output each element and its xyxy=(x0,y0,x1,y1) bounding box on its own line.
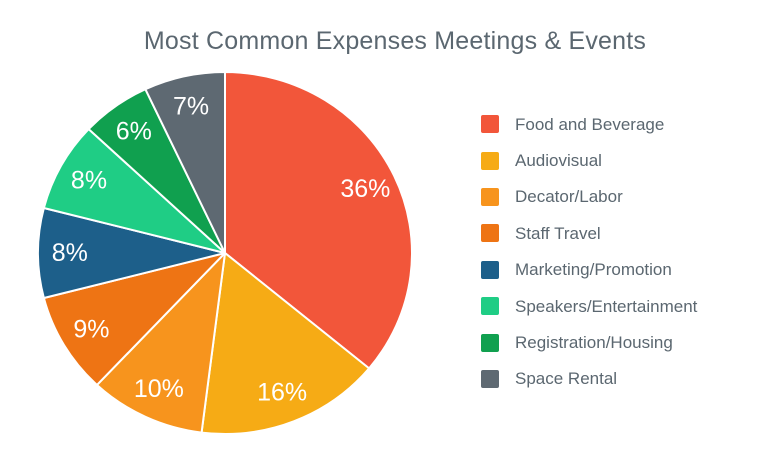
legend-swatch xyxy=(481,333,499,352)
pie-slice-audiovisual xyxy=(200,252,371,435)
chart-title: Most Common Expenses Meetings & Events xyxy=(143,27,647,55)
pie-chart: 36% 16% 10% 9% 8% 8% 6% 7% xyxy=(37,71,413,435)
legend-label: Decator/Labor xyxy=(515,187,623,207)
legend-label: Marketing/Promotion xyxy=(515,260,672,280)
pie-slice-label: 8% xyxy=(52,239,88,267)
legend-item-marketing-promotion: Marketing/Promotion xyxy=(481,252,697,288)
legend-swatch xyxy=(481,115,499,134)
legend-swatch xyxy=(481,187,499,206)
legend-swatch xyxy=(481,369,499,388)
legend-item-space-rental: Space Rental xyxy=(481,361,697,397)
legend-label: Space Rental xyxy=(515,369,618,389)
pie-slice-label: 9% xyxy=(73,316,109,344)
pie-slice-speakers-entertainment xyxy=(42,128,226,254)
legend-label: Food and Beverage xyxy=(515,114,665,134)
legend-label: Registration/Housing xyxy=(515,333,673,353)
legend-label: Speakers/Entertainment xyxy=(515,296,698,316)
legend-item-audiovisual: Audiovisual xyxy=(481,142,697,178)
legend-item-speakers-entertainment: Speakers/Entertainment xyxy=(481,288,697,324)
pie-slice-label: 8% xyxy=(71,167,107,195)
legend: Food and Beverage Audiovisual Decator/Labo… xyxy=(481,106,697,397)
legend-label: Staff Travel xyxy=(515,223,601,243)
legend-label: Audiovisual xyxy=(515,151,602,171)
legend-swatch xyxy=(481,151,499,170)
legend-item-decator-labor: Decator/Labor xyxy=(481,179,697,215)
pie-slice-food-and-beverage xyxy=(224,71,413,370)
pie-slice-label: 36% xyxy=(340,175,390,203)
pie-slice-label: 16% xyxy=(257,379,307,407)
pie-slice-decator-labor xyxy=(95,252,226,434)
legend-swatch xyxy=(481,260,499,279)
pie-slice-label: 10% xyxy=(134,375,184,403)
legend-swatch xyxy=(481,224,499,243)
legend-item-staff-travel: Staff Travel xyxy=(481,215,697,251)
pie-slice-label: 7% xyxy=(173,92,209,120)
legend-item-food-and-beverage: Food and Beverage xyxy=(481,106,697,142)
pie-slice-space-rental xyxy=(144,71,226,254)
legend-swatch xyxy=(481,297,499,316)
pie-slice-label: 6% xyxy=(116,118,152,146)
pie-slice-marketing-promotion xyxy=(37,206,226,300)
legend-item-registration-housing: Registration/Housing xyxy=(481,324,697,360)
pie-slice-staff-travel xyxy=(42,252,226,386)
